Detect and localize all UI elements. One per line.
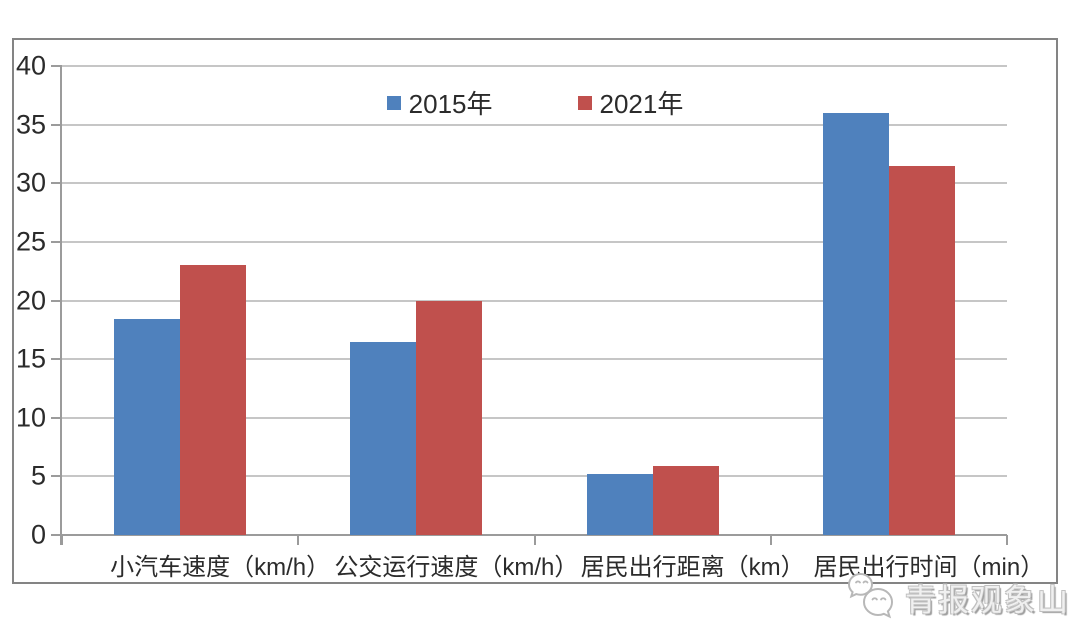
legend-item-2021年: 2021年 xyxy=(577,84,684,121)
bar-2021年-2 xyxy=(416,300,483,535)
y-axis-tick xyxy=(51,299,62,302)
bar-2015年-4 xyxy=(822,112,889,535)
bar-2021年-3 xyxy=(652,465,719,535)
legend-item-2015年: 2015年 xyxy=(386,84,493,121)
gridline-10 xyxy=(62,416,1007,419)
legend: 2015年 2021年 xyxy=(14,84,1056,121)
gridline-15 xyxy=(62,358,1007,361)
y-axis-tick xyxy=(51,358,62,361)
legend-label: 2021年 xyxy=(599,89,684,119)
y-tick-label: 5 xyxy=(30,460,46,491)
plot-area: 0 5 10 15 20 25 30 35 40 小汽车速度（km/h） 公交运行速度（km/h）居… xyxy=(16,52,1044,581)
gridline-35 xyxy=(62,123,1007,126)
legend-label: 2015年 xyxy=(408,89,493,119)
x-axis-tick xyxy=(297,535,300,545)
x-axis-label: 小汽车速度（km/h） xyxy=(110,554,331,581)
y-axis-tick xyxy=(51,475,62,478)
y-tick-label: 15 xyxy=(15,343,46,374)
bar-2015年-2 xyxy=(350,341,417,535)
y-axis-tick xyxy=(51,65,62,67)
bar-2021年-1 xyxy=(180,265,247,535)
y-tick-label: 25 xyxy=(15,226,46,257)
watermark: 青报观象山 xyxy=(846,572,1070,622)
y-tick-label: 35 xyxy=(15,109,46,140)
wechat-icon xyxy=(847,572,894,619)
x-axis-tick xyxy=(1006,535,1008,545)
x-axis-tick xyxy=(769,535,772,545)
gridline-30 xyxy=(62,182,1007,185)
legend-swatch xyxy=(386,95,401,110)
y-tick-label: 10 xyxy=(15,402,46,433)
watermark-text: 青报观象山 xyxy=(905,582,1070,618)
chart-frame: 2015年 2021年 0 5 10 15 20 25 30 35 40 小汽车速度（km/h） 公交… xyxy=(12,38,1058,584)
gridline-20 xyxy=(62,299,1007,302)
y-axis-tick xyxy=(51,416,62,419)
y-tick-label: 0 xyxy=(30,519,46,550)
bar-2021年-4 xyxy=(888,165,955,535)
bar-2015年-3 xyxy=(586,474,653,535)
y-axis-tick xyxy=(51,240,62,243)
y-axis-tick xyxy=(51,534,62,536)
y-axis-tick xyxy=(51,123,62,126)
bar-2015年-1 xyxy=(114,319,181,535)
x-axis-tick xyxy=(61,535,63,545)
gridline-25 xyxy=(62,240,1007,243)
y-tick-label: 40 xyxy=(15,50,46,81)
y-axis-line xyxy=(60,66,62,545)
y-axis-tick xyxy=(51,182,62,185)
x-axis-tick xyxy=(533,535,536,545)
x-axis-label: 居民出行距离（km） xyxy=(580,554,805,581)
y-tick-label: 30 xyxy=(15,167,46,198)
gridline-5 xyxy=(62,475,1007,478)
y-tick-label: 20 xyxy=(15,285,46,315)
legend-swatch xyxy=(577,95,592,110)
x-axis-label: 公交运行速度（km/h） xyxy=(334,554,579,581)
gridline-40 xyxy=(62,65,1007,67)
